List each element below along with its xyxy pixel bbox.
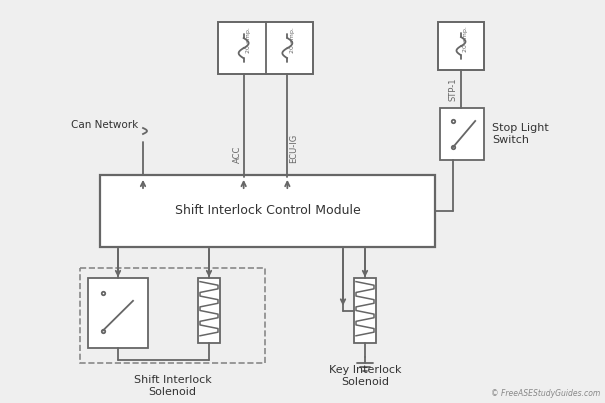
Bar [80, 268, 265, 363]
Text: Shift Interlock
Solenoid: Shift Interlock Solenoid [134, 375, 211, 397]
Text: ECU-IG: ECU-IG [289, 134, 298, 163]
Text: © FreeASEStudyGuides.com: © FreeASEStudyGuides.com [491, 389, 600, 398]
Bar [440, 108, 484, 160]
Text: Can Network: Can Network [71, 120, 138, 130]
Text: STP-1: STP-1 [449, 77, 458, 101]
Text: ACC: ACC [233, 145, 241, 163]
Bar [438, 22, 484, 70]
Text: 20 amp.: 20 amp. [290, 27, 295, 53]
Bar [100, 175, 435, 247]
Text: Key Interlock
Solenoid: Key Interlock Solenoid [329, 365, 401, 386]
Bar [354, 278, 376, 343]
Bar [218, 22, 313, 74]
Text: 20 amp.: 20 amp. [246, 27, 251, 53]
Bar [88, 278, 148, 348]
Text: Shift Interlock Control Module: Shift Interlock Control Module [175, 204, 361, 218]
Text: Stop Light
Switch: Stop Light Switch [492, 123, 549, 145]
Text: 20 amp.: 20 amp. [463, 26, 468, 52]
Bar [198, 278, 220, 343]
